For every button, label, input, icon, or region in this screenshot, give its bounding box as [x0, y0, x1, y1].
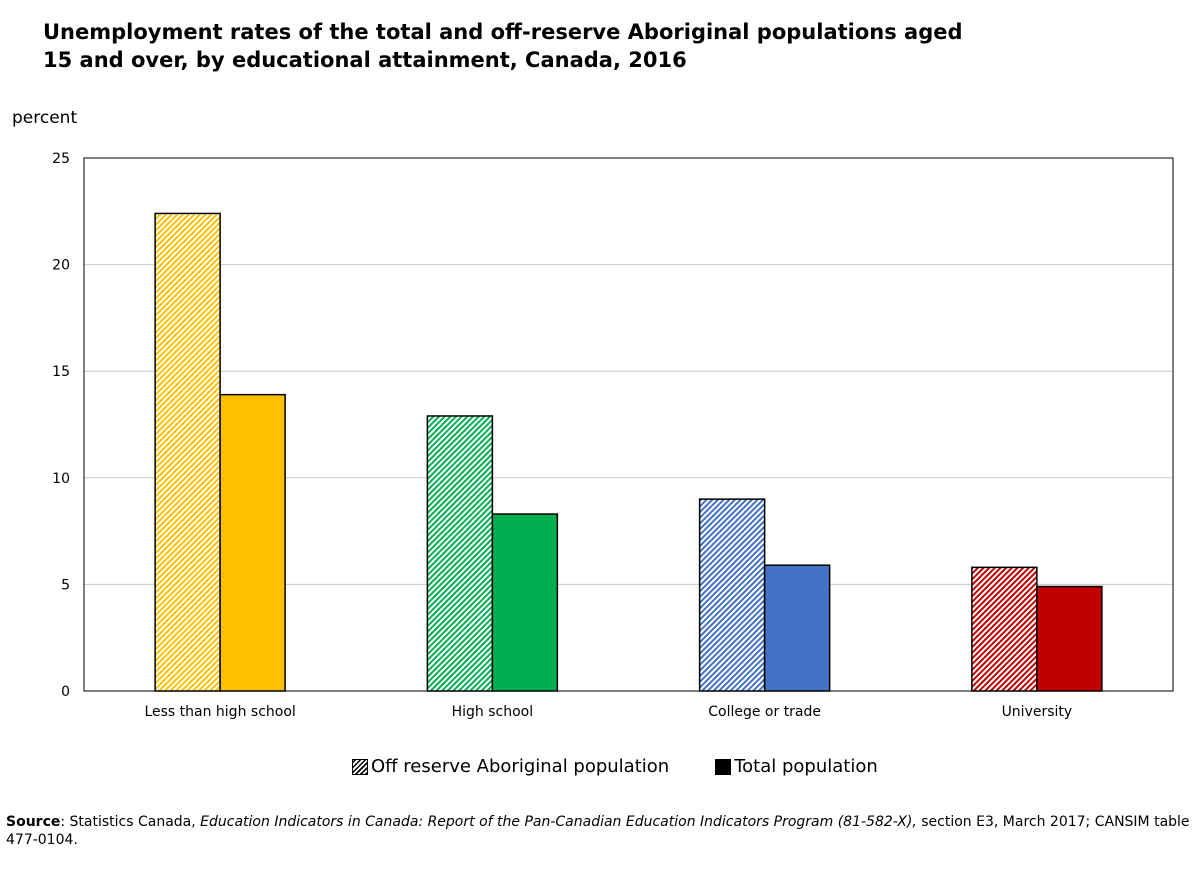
- plot-area-frame: [83, 157, 1174, 692]
- bar-total-3: [763, 564, 831, 692]
- y-tick-label: 20: [52, 258, 70, 274]
- legend-item-off-reserve: Off reserve Aboriginal population: [352, 756, 669, 777]
- source-text-after: section E3, March 2017; CANSIM table 477…: [6, 814, 1190, 848]
- y-tick-label: 5: [61, 577, 70, 593]
- x-tick-label: Less than high school: [144, 704, 295, 720]
- source-publication-title: Education Indicators in Canada: Report o…: [200, 814, 917, 830]
- legend: Off reserve Aboriginal population Total …: [352, 756, 924, 777]
- bar-chart: 0 5 10 15 20 25 Less than high school High scho…: [52, 151, 1174, 720]
- bar-off-reserve-2: [426, 415, 494, 692]
- bar-total-2: [491, 513, 559, 692]
- y-tick-label: 15: [52, 364, 70, 380]
- bar-total-1: [219, 393, 286, 692]
- y-axis-unit-label: percent: [12, 108, 78, 128]
- y-tick-label: 0: [61, 684, 70, 700]
- y-tick-label: 25: [52, 151, 70, 167]
- x-tick-label: College or trade: [708, 704, 821, 720]
- legend-solid-swatch: [715, 758, 732, 775]
- chart-title: Unemployment rates of the total and off-…: [43, 18, 1003, 74]
- bar-off-reserve-4: [971, 566, 1038, 692]
- bar-off-reserve-1: [154, 212, 221, 692]
- bar-total-4: [1036, 585, 1103, 692]
- x-tick-label: University: [1002, 704, 1073, 720]
- source-label: Source: [6, 814, 61, 830]
- x-tick-label: High school: [452, 704, 534, 720]
- legend-hatched-swatch: [352, 758, 368, 775]
- chart-title-line-1: Unemployment rates of the total and off-…: [43, 20, 963, 44]
- y-tick-label: 10: [52, 471, 70, 487]
- legend-label-off-reserve: Off reserve Aboriginal population: [371, 756, 670, 777]
- bar-off-reserve-3: [698, 498, 766, 692]
- chart-title-line-2: 15 and over, by educational attainment, …: [43, 48, 687, 72]
- legend-label-total: Total population: [734, 756, 878, 777]
- source-text-before: : Statistics Canada,: [60, 814, 201, 830]
- legend-item-total: Total population: [715, 756, 878, 777]
- source-note: Source: Statistics Canada, Education Ind…: [6, 813, 1191, 849]
